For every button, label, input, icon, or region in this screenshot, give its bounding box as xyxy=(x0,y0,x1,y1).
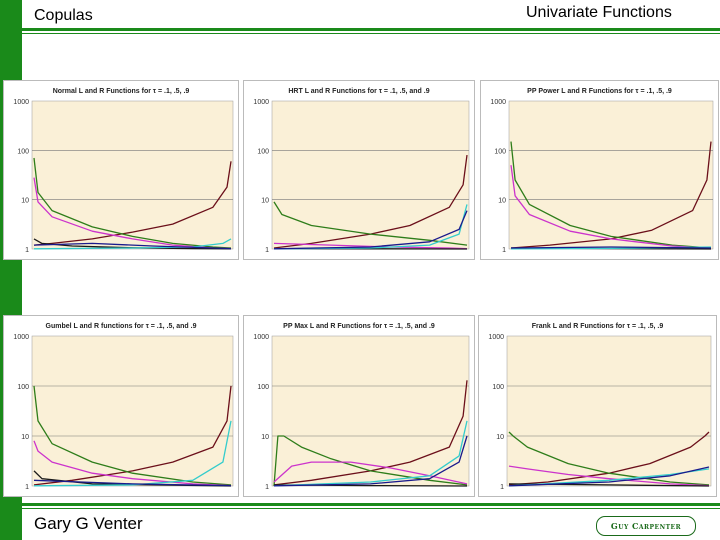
series-line xyxy=(33,385,232,486)
chart-svg: Frank L and R Functions for τ = .1, .5, … xyxy=(488,323,712,491)
y-tick-label: 10 xyxy=(21,434,29,441)
header-rule xyxy=(22,28,720,31)
plot-area xyxy=(508,100,714,250)
y-tick-label: 1 xyxy=(265,247,269,254)
chart-svg: HRT L and R Functions for τ = .1, .5, an… xyxy=(253,88,470,254)
chart-title: Frank L and R Functions for τ = .1, .5, … xyxy=(532,323,664,330)
y-tick-label: 1 xyxy=(25,247,29,254)
y-tick-label: 10 xyxy=(496,434,504,441)
series-line xyxy=(33,238,232,250)
y-tick-label: 10 xyxy=(21,198,29,205)
chart-svg: PP Max L and R Functions for τ = .1, .5,… xyxy=(253,323,470,491)
y-tick-label: 10 xyxy=(261,198,269,205)
y-tick-label: 100 xyxy=(17,148,29,155)
series-line xyxy=(510,246,712,249)
chart-title: PP Max L and R Functions for τ = .1, .5,… xyxy=(283,323,435,330)
series-line xyxy=(510,165,712,250)
chart-title: HRT L and R Functions for τ = .1, .5, an… xyxy=(288,88,429,95)
y-tick-label: 1000 xyxy=(488,334,504,341)
plot-area xyxy=(506,335,712,487)
chart-panel-gumbel: Gumbel L and R functions for τ = .1, .5,… xyxy=(3,315,239,497)
logo-text: Guy Carpenter xyxy=(610,521,682,531)
series-line xyxy=(508,431,710,486)
series-line xyxy=(508,465,710,487)
y-tick-label: 1000 xyxy=(13,334,29,341)
y-tick-label: 1000 xyxy=(253,334,269,341)
header-rule-thin xyxy=(22,33,720,34)
header-slide-title: Univariate Functions xyxy=(526,4,672,21)
y-tick-label: 100 xyxy=(494,148,506,155)
chart-svg: PP Power L and R Functions for τ = .1, .… xyxy=(490,88,714,254)
series-line xyxy=(33,242,232,250)
y-tick-label: 100 xyxy=(257,148,269,155)
chart-panel-hrt: HRT L and R Functions for τ = .1, .5, an… xyxy=(243,80,475,260)
y-tick-label: 100 xyxy=(492,384,504,391)
chart-svg: Gumbel L and R functions for τ = .1, .5,… xyxy=(13,323,234,491)
footer-rule-thin xyxy=(22,508,720,509)
series-line xyxy=(273,435,468,487)
series-line xyxy=(33,420,232,487)
guy-carpenter-logo: Guy Carpenter xyxy=(596,516,696,536)
plot-area xyxy=(31,335,234,487)
series-line xyxy=(508,431,710,486)
series-line xyxy=(33,440,232,487)
series-line xyxy=(273,380,468,486)
series-line xyxy=(273,155,468,249)
chart-title: Gumbel L and R functions for τ = .1, .5,… xyxy=(46,323,197,330)
series-line xyxy=(33,385,232,486)
series-line xyxy=(273,420,468,487)
chart-panel-pp-power: PP Power L and R Functions for τ = .1, .… xyxy=(480,80,719,260)
y-tick-label: 1 xyxy=(25,484,29,491)
y-tick-label: 100 xyxy=(257,384,269,391)
series-line xyxy=(273,210,468,250)
series-line xyxy=(273,201,468,246)
header-section-title: Copulas xyxy=(34,7,93,24)
y-tick-label: 10 xyxy=(498,198,506,205)
series-line xyxy=(33,157,232,249)
plot-area xyxy=(31,100,234,250)
y-tick-label: 100 xyxy=(17,384,29,391)
y-tick-label: 1 xyxy=(500,484,504,491)
series-line xyxy=(33,161,232,246)
series-line xyxy=(510,141,712,249)
series-line xyxy=(33,479,232,487)
series-line xyxy=(508,466,710,487)
series-line xyxy=(273,435,468,487)
chart-panel-frank: Frank L and R Functions for τ = .1, .5, … xyxy=(478,315,717,497)
chart-panel-normal: Normal L and R Functions for τ = .1, .5,… xyxy=(3,80,239,260)
author-name: Gary G Venter xyxy=(34,514,143,533)
y-tick-label: 1000 xyxy=(490,99,506,106)
footer-rule xyxy=(22,503,720,506)
chart-svg: Normal L and R Functions for τ = .1, .5,… xyxy=(13,88,234,254)
y-tick-label: 1000 xyxy=(13,99,29,106)
chart-panel-pp-max: PP Max L and R Functions for τ = .1, .5,… xyxy=(243,315,475,497)
y-tick-label: 1 xyxy=(502,247,506,254)
plot-area xyxy=(271,100,470,250)
chart-title: Normal L and R Functions for τ = .1, .5,… xyxy=(53,88,190,95)
y-tick-label: 1 xyxy=(265,484,269,491)
y-tick-label: 1000 xyxy=(253,99,269,106)
series-line xyxy=(510,141,712,249)
y-tick-label: 10 xyxy=(261,434,269,441)
chart-title: PP Power L and R Functions for τ = .1, .… xyxy=(527,88,672,95)
